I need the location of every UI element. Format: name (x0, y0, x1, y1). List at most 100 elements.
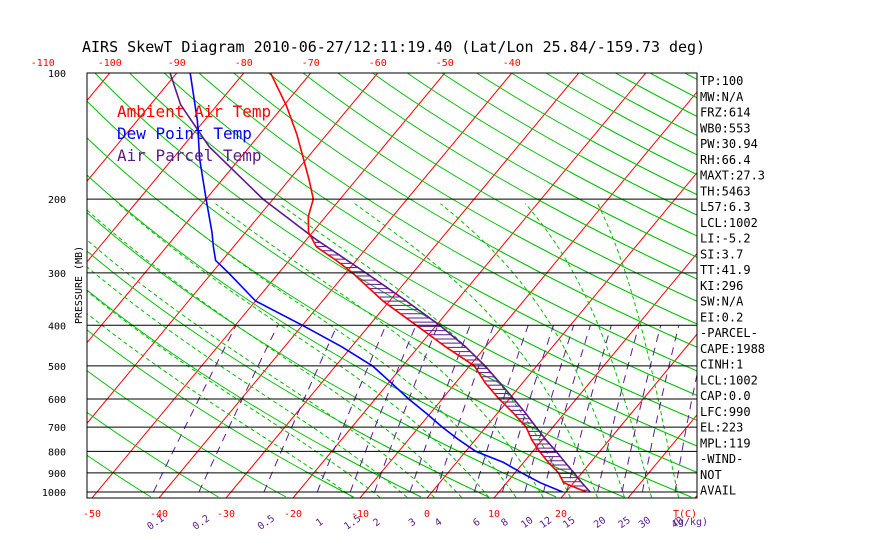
dry-adiabat-line (87, 174, 624, 498)
dry-adiabat-line (198, 73, 697, 372)
mixing-ratio-tick-label: 0.2 (191, 513, 212, 532)
dry-adiabat-line (754, 73, 870, 497)
dry-adiabat-line (87, 250, 489, 498)
isotherm-line (829, 73, 870, 498)
moist-adiabat-line (215, 203, 544, 498)
dry-adiabat-line (649, 73, 697, 99)
moist-adiabat-line (87, 209, 462, 498)
mixing-ratio-line (621, 325, 662, 493)
pressure-tick-label: 900 (48, 469, 66, 480)
stability-index-entry: KI:296 (700, 279, 743, 293)
bottom-temperature-tick-label: -30 (217, 509, 235, 520)
stability-index-entry: PW:30.94 (700, 137, 758, 151)
stability-index-entry: EL:223 (700, 421, 743, 435)
air-parcel-profile (169, 73, 592, 493)
stability-index-entry: -PARCEL- (700, 326, 758, 340)
pressure-tick-label: 500 (48, 362, 66, 373)
mixing-ratio-tick-label: 8 (499, 517, 510, 529)
dry-adiabat-line (87, 329, 354, 498)
bottom-temperature-tick-label: -50 (83, 509, 101, 520)
plot-border (86, 72, 698, 499)
bottom-temperature-tick-label: -10 (351, 509, 369, 520)
dry-adiabat-line (824, 73, 870, 497)
plot-frame (86, 72, 698, 499)
moist-adiabat-line (87, 266, 408, 498)
isotherm-line (87, 73, 312, 344)
bottom-temperature-tick-label: 20 (555, 509, 567, 520)
isotherm-line (87, 73, 379, 425)
moist-adiabat-line (162, 203, 517, 498)
mixing-ratio-tick-label: 12 (538, 515, 554, 531)
dry-adiabat-line (337, 73, 697, 280)
stability-index-entry: SW:N/A (700, 295, 744, 309)
mixing-ratio-line (409, 325, 471, 493)
mixing-ratio-line (566, 325, 612, 493)
dry-adiabat-line (87, 137, 692, 498)
dry-adiabat-line (441, 73, 697, 216)
moist-adiabat-line (524, 203, 652, 498)
moist-adiabat-line (117, 203, 490, 498)
mixing-ratio-tick-label: 3 (407, 517, 418, 529)
dry-adiabat-line (0, 73, 16, 497)
legend-entry-3: Air Parcel Temp (117, 146, 262, 165)
isotherm-line (87, 73, 178, 182)
moist-adiabat-line (354, 203, 598, 498)
bottom-temperature-tick-label: -40 (150, 509, 168, 520)
dry-adiabat-line (372, 73, 697, 258)
stability-index-entry: NOT (700, 468, 722, 482)
dry-adiabat-line (268, 73, 697, 325)
dry-adiabat-line (0, 73, 83, 497)
dry-adiabat-line (87, 212, 557, 498)
pressure-tick-label: 700 (48, 423, 66, 434)
isotherm-line (762, 73, 870, 498)
isotherm-line (87, 73, 245, 263)
mixing-ratio-tick-label: 0.5 (256, 513, 277, 532)
mixing-ratio-tick-label: 4 (433, 517, 444, 529)
stability-index-entry: TH:5463 (700, 184, 751, 198)
dry-adiabat-line (302, 73, 697, 302)
top-temperature-tick-label: -60 (369, 58, 387, 69)
stability-index-entry: MPL:119 (700, 436, 751, 450)
top-temperature-tick-label: -100 (98, 58, 122, 69)
stability-index-entry: LI:-5.2 (700, 232, 751, 246)
dry-adiabat-line (87, 370, 287, 498)
pressure-tick-label: 400 (48, 321, 66, 332)
mixing-ratio-line (641, 325, 680, 493)
dry-adiabat-line (858, 73, 870, 497)
pressure-axis-label: PRESSURE (MB) (74, 246, 85, 324)
stability-index-entry: CINH:1 (700, 358, 743, 372)
legend-entry-1: Ambient Air Temp (117, 102, 271, 121)
stability-index-entry: LFC:990 (700, 405, 751, 419)
legend-entry-2: Dew Point Temp (117, 124, 252, 143)
pressure-tick-label: 200 (48, 195, 66, 206)
top-temperature-tick-label: -80 (235, 58, 253, 69)
dry-adiabat-line (94, 73, 697, 447)
stability-index-entry: L57:6.3 (700, 200, 751, 214)
top-temperature-tick-label: -50 (436, 58, 454, 69)
stability-index-entry: EI:0.2 (700, 310, 743, 324)
top-temperature-tick-label: -110 (31, 58, 55, 69)
dry-adiabat-line (233, 73, 697, 348)
cape-shading (311, 237, 589, 491)
mixing-ratio-tick-label: 25 (617, 515, 633, 531)
top-temperature-tick-label: -40 (503, 58, 521, 69)
stability-index-entry: TT:41.9 (700, 263, 751, 277)
dry-adiabat-line (87, 100, 697, 473)
dew-point-profile (189, 73, 563, 493)
isotherm-line (359, 91, 697, 498)
moist-adiabat-line (87, 239, 435, 498)
stability-index-entry: CAPE:1988 (700, 342, 765, 356)
mixing-ratio-tick-label: 6 (471, 517, 482, 529)
moist-adiabat-line (440, 203, 625, 498)
stability-index-entry: LCL:1002 (700, 216, 758, 230)
pressure-tick-label: 300 (48, 269, 66, 280)
stability-index-entry: CAP:0.0 (700, 389, 751, 403)
dry-adiabat-line (87, 411, 219, 498)
stability-index-entry: RH:66.4 (700, 153, 751, 167)
pressure-tick-label: 800 (48, 447, 66, 458)
pressure-tick-label: 600 (48, 395, 66, 406)
mixing-ratio-tick-label: 30 (637, 515, 653, 531)
mixing-ratio-tick-label: 1 (314, 517, 325, 529)
isotherm-line (0, 73, 43, 498)
